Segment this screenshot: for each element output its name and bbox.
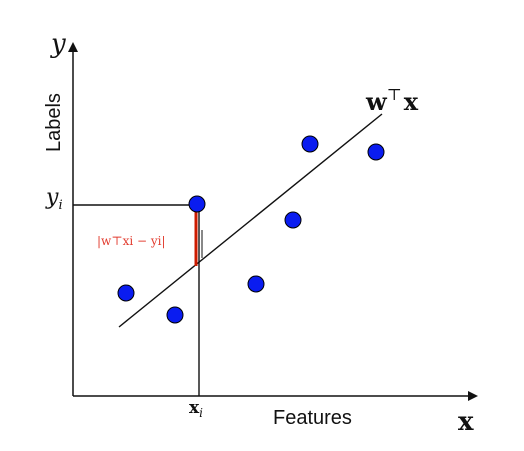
data-point: [301, 135, 319, 153]
x-i-subscript: i: [199, 406, 203, 420]
y-i-subscript: i: [58, 198, 62, 213]
line-label-x: x: [404, 87, 419, 116]
y-i-label: yi: [45, 185, 63, 213]
line-label: w⊤x: [365, 85, 419, 116]
data-point: [247, 275, 265, 293]
data-point-highlighted: [188, 195, 206, 213]
y-i-symbol: y: [45, 185, 59, 210]
y-axis-label: Labels: [43, 93, 65, 152]
line-label-transpose: ⊤: [387, 85, 402, 104]
data-point: [284, 211, 302, 229]
y-axis-symbol: y: [50, 29, 66, 59]
x-axis-symbol: x: [458, 407, 474, 437]
data-point: [117, 284, 135, 302]
x-axis-label: Features: [273, 407, 352, 429]
regression-line: [118, 113, 383, 328]
line-label-w: w: [365, 87, 388, 116]
data-point: [166, 306, 184, 324]
x-i-label: xi: [189, 398, 203, 420]
residual-label: |w⊤xi − yi|: [97, 234, 166, 248]
data-points: [117, 135, 385, 324]
x-i-symbol: x: [189, 398, 200, 418]
data-point: [367, 143, 385, 161]
